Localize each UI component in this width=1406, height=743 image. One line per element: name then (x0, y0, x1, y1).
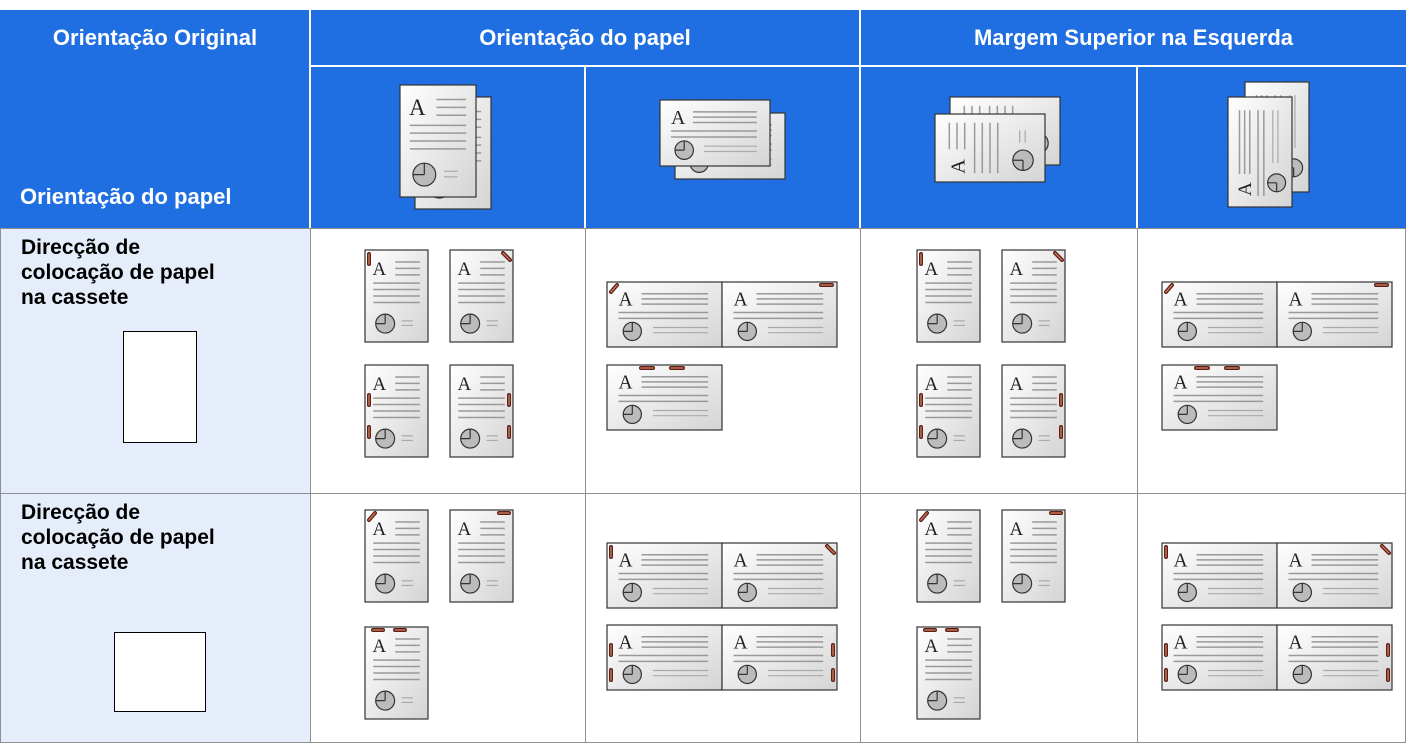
header-icons (311, 67, 1406, 228)
cell (860, 493, 1138, 743)
cell (585, 228, 861, 494)
cell (860, 228, 1138, 494)
paper-landscape (114, 632, 206, 712)
header-paper-cell: Orientação do papel (0, 66, 310, 228)
label-line: Direcção de (21, 501, 141, 524)
label-line: Direcção de (21, 236, 141, 259)
label-line: na cassete (21, 551, 129, 574)
row-label: Direcção de colocação de papel na casset… (0, 493, 311, 743)
cell (1137, 493, 1406, 743)
cell (585, 493, 861, 743)
label-line: colocação de papel (21, 261, 215, 284)
header-group: Orientação do papel (311, 10, 859, 66)
header-text: Margem Superior na Esquerda (973, 25, 1294, 50)
header-text: Orientação do papel (479, 25, 691, 50)
cell (1137, 228, 1406, 494)
header-text: Orientação do papel (20, 184, 232, 209)
cell (310, 493, 586, 743)
cell (310, 228, 586, 494)
header-group: Margem Superior na Esquerda (861, 10, 1406, 66)
label-line: colocação de papel (21, 526, 215, 549)
header-original: Orientação Original (0, 10, 310, 66)
header-text: Orientação Original (52, 25, 258, 50)
label-line: na cassete (21, 286, 129, 309)
row-label: Direcção de colocação de papel na casset… (0, 228, 311, 494)
paper-portrait (123, 331, 197, 443)
